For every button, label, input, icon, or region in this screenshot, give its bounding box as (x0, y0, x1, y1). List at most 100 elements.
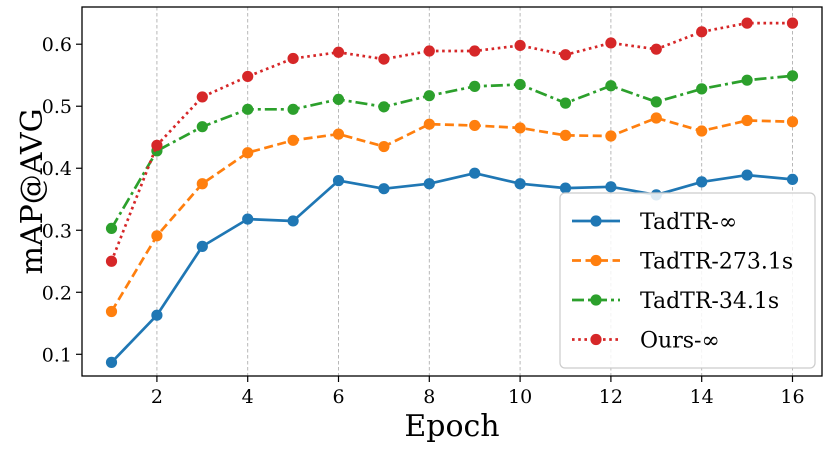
y-tick-label: 0.4 (42, 158, 72, 180)
data-point (650, 96, 662, 108)
data-point (196, 240, 208, 252)
legend-marker (590, 254, 602, 267)
legend-item: TadTR-34.1s (572, 289, 779, 314)
data-point (786, 17, 799, 29)
legend-box (559, 192, 816, 369)
legend-marker (590, 333, 602, 346)
data-point (242, 70, 254, 83)
legend: TadTR-∞ TadTR-273.1s TadTR-34.1s Ours-∞ (559, 192, 816, 369)
data-point (650, 112, 662, 124)
data-point (332, 46, 345, 58)
data-point (786, 70, 799, 82)
data-point (741, 114, 753, 127)
data-point (605, 130, 617, 142)
data-point (105, 305, 118, 318)
data-point (696, 83, 708, 95)
data-point (696, 125, 708, 137)
data-point (242, 147, 254, 159)
series-layer (105, 17, 799, 368)
data-point (741, 169, 753, 181)
data-point (605, 181, 617, 193)
x-tick-label: 16 (780, 386, 804, 408)
y-tick-label: 0.6 (42, 34, 72, 56)
data-point (741, 74, 753, 86)
tick-layer: 2 4 6 8 10 12 14 16 0.1 0.2 0.3 0.4 0.5 0.6 (42, 34, 805, 408)
legend-label: TadTR-34.1s (640, 289, 779, 314)
data-point (696, 26, 708, 38)
data-point (514, 178, 526, 190)
data-point (242, 103, 254, 115)
y-tick-label: 0.2 (42, 282, 72, 304)
data-point (423, 118, 435, 130)
data-point (332, 175, 345, 187)
series-3 (105, 70, 799, 234)
data-point (696, 176, 708, 188)
data-point (287, 215, 299, 227)
data-point (469, 167, 481, 179)
plot-frame (81, 6, 823, 377)
data-point (514, 122, 526, 134)
data-point (786, 173, 799, 186)
legend-item: TadTR-∞ (572, 210, 737, 235)
legend-label: Ours-∞ (640, 329, 720, 354)
data-point (469, 119, 481, 132)
data-point (196, 91, 208, 103)
y-axis-title: mAP@AVG (15, 108, 50, 274)
x-tick-label: 12 (599, 386, 623, 408)
series-2 (105, 112, 799, 318)
series-line (110, 171, 793, 364)
legend-marker (590, 215, 602, 227)
y-tick-label: 0.3 (42, 220, 72, 242)
data-point (105, 222, 118, 234)
legend-label: TadTR-∞ (640, 210, 737, 235)
data-point (423, 178, 435, 190)
data-point (151, 309, 163, 321)
data-point (105, 356, 118, 368)
data-point (514, 78, 526, 91)
y-tick-label: 0.1 (42, 344, 72, 366)
data-point (559, 97, 572, 109)
legend-label: TadTR-273.1s (640, 250, 793, 275)
data-point (332, 93, 345, 106)
data-point (741, 17, 753, 29)
data-point (559, 182, 572, 194)
data-point (332, 128, 345, 140)
x-tick-label: 6 (332, 386, 344, 408)
data-point (287, 134, 299, 146)
data-point (287, 103, 299, 115)
data-point (378, 101, 390, 113)
data-point (196, 178, 208, 190)
x-tick-label: 4 (242, 386, 254, 408)
data-point (469, 45, 481, 57)
data-point (105, 255, 118, 267)
x-tick-label: 8 (423, 386, 435, 408)
data-point (423, 90, 435, 102)
data-point (378, 183, 390, 195)
x-tick-label: 14 (690, 386, 714, 408)
legend-item: Ours-∞ (572, 329, 720, 354)
data-point (469, 80, 481, 92)
data-point (514, 39, 526, 52)
data-point (242, 213, 254, 225)
data-point (786, 116, 799, 128)
series-4 (105, 17, 799, 267)
legend-item: TadTR-273.1s (572, 250, 793, 275)
data-point (559, 49, 572, 61)
data-point (287, 52, 299, 65)
data-point (605, 37, 617, 49)
data-point (559, 129, 572, 141)
data-point (650, 43, 662, 55)
y-tick-label: 0.5 (42, 96, 72, 118)
x-tick-label: 10 (508, 386, 532, 408)
series-line (110, 116, 793, 313)
data-point (378, 53, 390, 65)
series-1 (105, 167, 799, 368)
data-point (605, 80, 617, 92)
data-point (196, 121, 208, 133)
x-tick-label: 2 (151, 386, 163, 408)
data-point (151, 139, 163, 151)
data-point (423, 45, 435, 57)
series-line (110, 74, 793, 230)
